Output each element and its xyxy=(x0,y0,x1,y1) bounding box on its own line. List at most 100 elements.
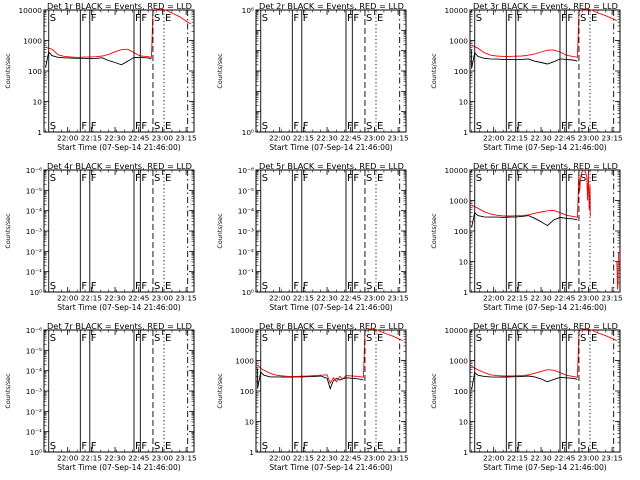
det-1-ytick-label: 1000 xyxy=(23,37,42,46)
det-1-axes-frame xyxy=(43,9,195,133)
det-7-title: Det 7r BLACK = Events, RED = LLD xyxy=(47,321,192,331)
det-7-ytick-label: 10⁻¹ xyxy=(26,428,42,437)
det-5-ytick-label: 10⁻² xyxy=(238,247,254,256)
det-9-marker-label-bottom: S xyxy=(580,441,586,452)
det-9-xtick-label: 22:45 xyxy=(554,454,576,463)
det-2-marker-label-top: F xyxy=(303,13,309,24)
det-5-axes-frame xyxy=(255,169,407,293)
det-9-xtick-label: 22:00 xyxy=(483,454,505,463)
det-7-xlabel: Start Time (07-Sep-14 21:46:00) xyxy=(57,463,181,472)
det-6-xtick-label: 22:30 xyxy=(530,294,552,303)
det-7-ytick-label: 10⁻⁴ xyxy=(26,367,42,376)
det-5-marker-label-bottom: S xyxy=(366,281,372,292)
det-7-marker-label-bottom: F xyxy=(141,441,147,452)
det-4-marker-label-bottom: F xyxy=(91,281,97,292)
det-6-ytick-label: 10000 xyxy=(444,166,468,175)
det-4-marker-label-bottom: S xyxy=(154,281,160,292)
det-4-marker-label-bottom: F xyxy=(81,281,87,292)
det-9-marker-label-bottom: F xyxy=(561,441,567,452)
det-1-marker-label-bottom: S xyxy=(50,121,56,132)
det-1-marker-label-top: E xyxy=(165,13,171,24)
det-4-marker-label-top: E xyxy=(165,173,171,184)
det-7-marker-label-bottom: F xyxy=(135,441,141,452)
det-6-title: Det 6r BLACK = Events, RED = LLD xyxy=(473,161,618,171)
det-2-xtick-label: 22:30 xyxy=(316,134,338,143)
det-3-title: Det 3r BLACK = Events, RED = LLD xyxy=(473,1,618,11)
det-3-xlabel: Start Time (07-Sep-14 21:46:00) xyxy=(483,143,607,152)
det-8-marker-label-bottom: F xyxy=(347,441,353,452)
det-8-marker-label-top: E xyxy=(377,333,383,344)
det-8-xlabel: Start Time (07-Sep-14 21:46:00) xyxy=(269,463,393,472)
det-6-ytick-label: 10 xyxy=(459,258,469,267)
det-5-ytick-label: 10⁻⁴ xyxy=(238,207,254,216)
det-5-xtick-label: 23:00 xyxy=(364,294,386,303)
det-7-ytick-label: 10⁻² xyxy=(26,407,42,416)
det-9-marker-label-bottom: E xyxy=(591,441,597,452)
det-3-marker-label-bottom: S xyxy=(476,121,482,132)
det-7-marker-label-bottom: F xyxy=(91,441,97,452)
det-3-marker-label-bottom: F xyxy=(507,121,513,132)
det-4-ytick-label: 10⁻⁶ xyxy=(26,166,42,175)
det-4-xtick-label: 23:00 xyxy=(152,294,174,303)
det-7-marker-label-top: S xyxy=(50,333,56,344)
det-4-ytick-label: 10⁻⁴ xyxy=(26,207,42,216)
det-3-ytick-label: 1 xyxy=(463,128,468,137)
det-1-ytick-label: 10 xyxy=(33,98,43,107)
det-1-marker-label-top: S xyxy=(154,13,160,24)
det-6-panel: Det 6r BLACK = Events, RED = LLD Counts/s… xyxy=(430,161,623,312)
det-8-xtick-label: 22:45 xyxy=(340,454,362,463)
det-1-xtick-label: 22:45 xyxy=(128,134,150,143)
det-3-marker-label-bottom: E xyxy=(591,121,597,132)
det-7-panel: Det 7r BLACK = Events, RED = LLD Counts/s… xyxy=(4,321,197,472)
det-1-marker-label-bottom: F xyxy=(135,121,141,132)
det-6-marker-label-bottom: F xyxy=(517,281,523,292)
det-9-marker-label-bottom: F xyxy=(517,441,523,452)
det-3-marker-label-bottom: F xyxy=(561,121,567,132)
det-8-xtick-label: 22:15 xyxy=(293,454,315,463)
det-8-marker-label-bottom: S xyxy=(366,441,372,452)
det-7-marker-label-top: E xyxy=(165,333,171,344)
det-6-marker-label-bottom: F xyxy=(507,281,513,292)
det-3-xtick-label: 22:00 xyxy=(483,134,505,143)
det-4-marker-label-top: F xyxy=(135,173,141,184)
det-6-marker-label-bottom: E xyxy=(591,281,597,292)
det-6-marker-label-top: E xyxy=(591,173,597,184)
det-6-xlabel: Start Time (07-Sep-14 21:46:00) xyxy=(483,303,607,312)
det-1-marker-label-bottom: E xyxy=(165,121,171,132)
det-1-marker-label-top: F xyxy=(91,13,97,24)
det-2-marker-label-bottom: F xyxy=(303,121,309,132)
det-4-axes-frame xyxy=(43,169,195,293)
det-6-marker-label-bottom: F xyxy=(561,281,567,292)
det-4-title: Det 4r BLACK = Events, RED = LLD xyxy=(47,161,192,171)
det-1-ytick-label: 100 xyxy=(28,67,42,76)
det-8-marker-label-top: S xyxy=(366,333,372,344)
det-2-ytick-label: 10⁰ xyxy=(242,128,254,137)
det-6-ylabel: Counts/sec xyxy=(430,213,438,249)
det-5-marker-label-bottom: F xyxy=(303,281,309,292)
det-5-marker-label-bottom: F xyxy=(293,281,299,292)
det-4-marker-label-top: F xyxy=(141,173,147,184)
det-6-marker-label-top: F xyxy=(567,173,573,184)
det-3-ytick-label: 10 xyxy=(459,98,469,107)
det-5-marker-label-top: E xyxy=(377,173,383,184)
det-1-xtick-label: 23:00 xyxy=(152,134,174,143)
det-2-xtick-label: 22:15 xyxy=(293,134,315,143)
det-8-marker-label-bottom: F xyxy=(353,441,359,452)
det-4-marker-label-top: F xyxy=(81,173,87,184)
det-2-marker-label-bottom: S xyxy=(262,121,268,132)
det-7-ytick-label: 10⁻³ xyxy=(26,387,42,396)
det-3-axes-frame xyxy=(469,9,621,133)
det-5-marker-label-top: F xyxy=(347,173,353,184)
det-1-ytick-label: 1 xyxy=(37,128,42,137)
det-2-xtick-label: 23:00 xyxy=(364,134,386,143)
det-8-marker-label-bottom: E xyxy=(377,441,383,452)
det-2-marker-label-top: S xyxy=(366,13,372,24)
det-7-ylabel: Counts/sec xyxy=(4,373,12,409)
det-7-xtick-label: 22:15 xyxy=(81,454,103,463)
det-1-xlabel: Start Time (07-Sep-14 21:46:00) xyxy=(57,143,181,152)
det-6-xtick-label: 22:45 xyxy=(554,294,576,303)
det-7-marker-label-bottom: S xyxy=(50,441,56,452)
det-7-marker-label-top: S xyxy=(154,333,160,344)
det-9-ytick-label: 1 xyxy=(463,448,468,457)
det-9-ylabel: Counts/sec xyxy=(430,373,438,409)
